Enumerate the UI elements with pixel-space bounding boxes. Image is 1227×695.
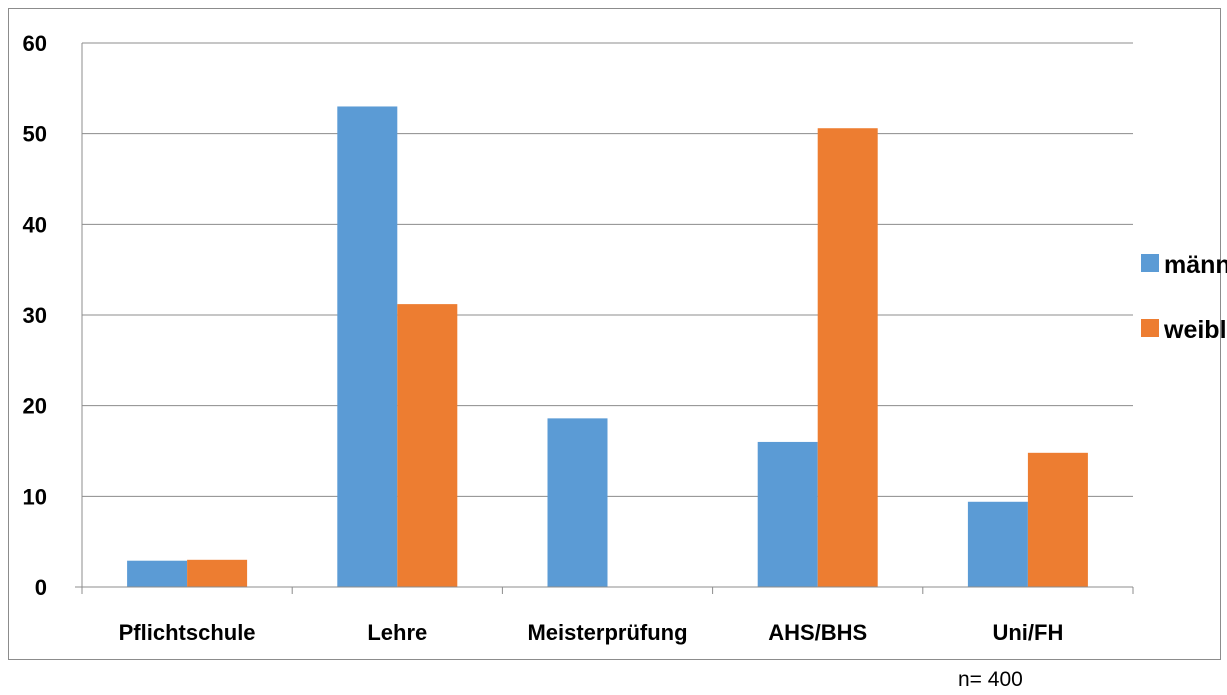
legend-swatch-männlich bbox=[1141, 254, 1159, 272]
bars bbox=[127, 106, 1088, 587]
category-label: Uni/FH bbox=[992, 620, 1063, 645]
gridlines bbox=[82, 42, 1133, 497]
legend: männlich weiblich bbox=[1141, 251, 1227, 344]
y-tick-label: 10 bbox=[23, 484, 47, 509]
category-label: AHS/BHS bbox=[768, 620, 867, 645]
bar-männlich-Uni/FH bbox=[967, 501, 1028, 587]
bar-weiblich-Lehre bbox=[397, 304, 458, 587]
y-tick-label: 30 bbox=[23, 303, 47, 328]
bar-männlich-Pflichtschule bbox=[127, 560, 188, 587]
category-label: Meisterprüfung bbox=[527, 620, 687, 645]
y-tick-label: 60 bbox=[23, 31, 47, 56]
axes bbox=[75, 43, 1134, 594]
bar-weiblich-Pflichtschule bbox=[187, 559, 248, 587]
sample-size-note: n= 400 bbox=[958, 668, 1023, 691]
legend-label: weiblich bbox=[1163, 316, 1227, 344]
y-tick-label: 50 bbox=[23, 122, 47, 147]
y-tick-label: 20 bbox=[23, 394, 47, 419]
legend-label: männlich bbox=[1164, 251, 1227, 279]
legend-swatch-weiblich bbox=[1141, 319, 1159, 337]
y-tick-label: 40 bbox=[23, 212, 47, 237]
y-tick-labels: 0 10 20 30 40 50 60 bbox=[23, 31, 47, 600]
bar-männlich-Lehre bbox=[337, 106, 398, 587]
bar-weiblich-AHS/BHS bbox=[817, 128, 878, 587]
bar-männlich-Meisterprüfung bbox=[547, 418, 608, 587]
category-label: Pflichtschule bbox=[119, 620, 256, 645]
category-label: Lehre bbox=[367, 620, 427, 645]
y-tick-label: 0 bbox=[35, 575, 47, 600]
bar-weiblich-Uni/FH bbox=[1027, 452, 1088, 587]
x-category-labels: Pflichtschule Lehre Meisterprüfung AHS/BHS U… bbox=[119, 620, 1064, 645]
bar-männlich-AHS/BHS bbox=[757, 441, 818, 587]
